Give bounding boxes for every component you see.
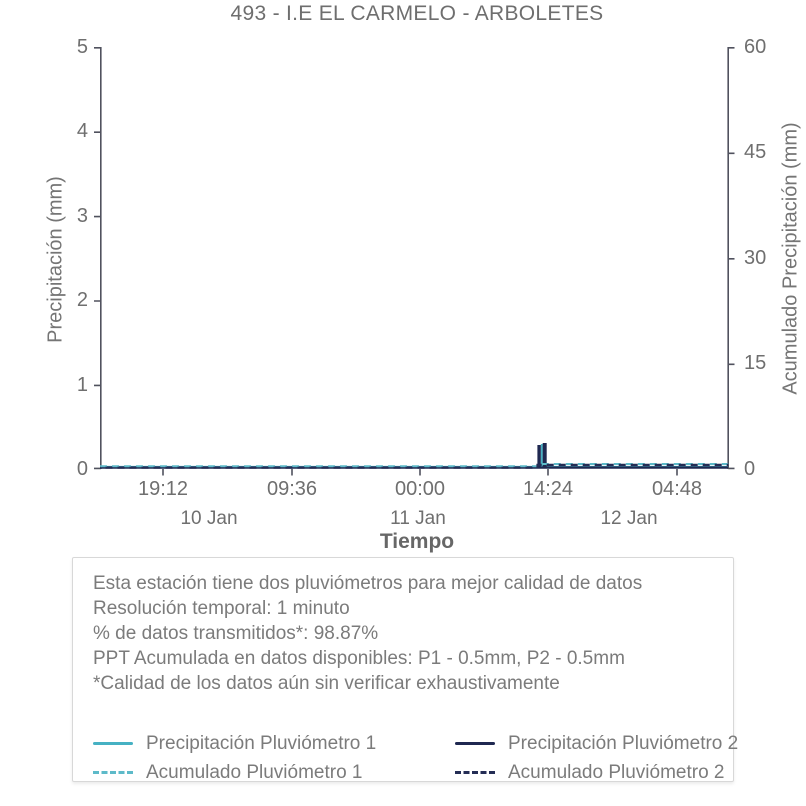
left-tick-5: 5 — [76, 36, 88, 58]
x-tick-0000: 00:00 — [394, 478, 446, 500]
info-line-ppt-acumulada: PPT Acumulada en datos disponibles: P1 -… — [93, 648, 625, 669]
right-tick-0: 0 — [744, 458, 756, 480]
legend: Precipitación Pluviómetro 1 Precipitació… — [93, 729, 738, 787]
series-acumulado-p2 — [100, 463, 729, 469]
legend-label: Precipitación Pluviómetro 1 — [146, 732, 377, 754]
x-date-11jan: 11 Jan — [390, 508, 446, 529]
chart-title: 493 - I.E EL CARMELO - ARBOLETES — [230, 2, 604, 25]
dashed-navy-line-icon — [455, 771, 495, 774]
legend-label: Precipitación Pluviómetro 2 — [508, 732, 739, 754]
dashed-teal-line-icon — [93, 771, 133, 774]
solid-teal-line-icon — [93, 742, 133, 745]
x-tick-0448: 04:48 — [651, 478, 703, 500]
x-tick-1424: 14:24 — [522, 478, 574, 500]
x-date-10jan: 10 Jan — [180, 508, 238, 529]
info-line-transmitidos: % de datos transmitidos*: 98.87% — [93, 623, 379, 644]
right-tick-15: 15 — [744, 352, 767, 374]
x-date-12jan: 12 Jan — [600, 508, 658, 529]
legend-item-precipitacion-p2[interactable]: Precipitación Pluviómetro 2 — [455, 733, 738, 755]
x-tick-1912: 19:12 — [137, 478, 189, 500]
legend-item-precipitacion-p1[interactable]: Precipitación Pluviómetro 1 — [93, 733, 455, 755]
left-tick-2: 2 — [76, 289, 88, 311]
left-tick-1: 1 — [76, 374, 88, 396]
y-axis-label-left: Precipitación (mm) — [44, 176, 67, 343]
legend-label: Acumulado Pluviómetro 2 — [508, 761, 725, 783]
axis-lines — [94, 47, 735, 476]
info-line-pluviometros: Esta estación tiene dos pluviómetros par… — [93, 573, 643, 594]
info-box: Esta estación tiene dos pluviómetros par… — [72, 557, 738, 783]
legend-label: Acumulado Pluviómetro 1 — [146, 761, 363, 783]
left-tick-0: 0 — [76, 458, 88, 480]
left-tick-4: 4 — [76, 120, 88, 142]
solid-navy-line-icon — [455, 742, 495, 745]
legend-item-acumulado-p2[interactable]: Acumulado Pluviómetro 2 — [455, 762, 738, 784]
info-line-calidad: *Calidad de los datos aún sin verificar … — [93, 673, 560, 694]
info-lines: Esta estación tiene dos pluviómetros par… — [93, 571, 721, 696]
right-tick-30: 30 — [744, 247, 767, 269]
plot-area[interactable] — [94, 47, 735, 476]
right-tick-60: 60 — [744, 36, 767, 58]
legend-item-acumulado-p1[interactable]: Acumulado Pluviómetro 1 — [93, 762, 455, 784]
right-tick-45: 45 — [744, 141, 767, 163]
x-tick-0936: 09:36 — [266, 478, 318, 500]
info-line-resolucion: Resolución temporal: 1 minuto — [93, 598, 350, 619]
x-axis-label: Tiempo — [379, 530, 455, 553]
left-tick-3: 3 — [76, 205, 88, 227]
